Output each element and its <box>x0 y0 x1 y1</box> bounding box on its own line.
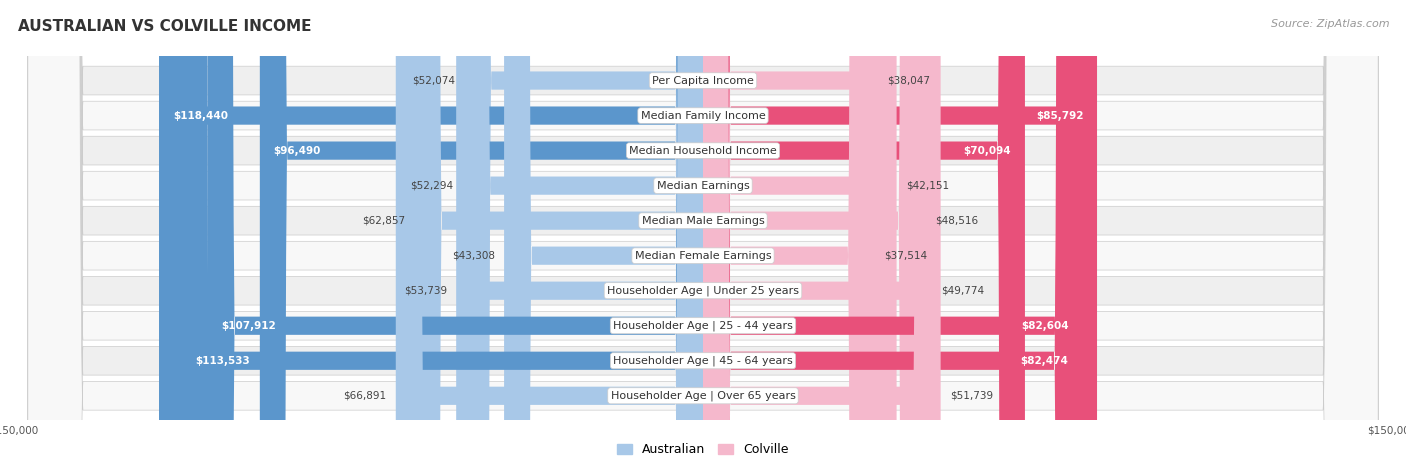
FancyBboxPatch shape <box>28 0 1378 467</box>
Text: Householder Age | Over 65 years: Householder Age | Over 65 years <box>610 390 796 401</box>
Text: $42,151: $42,151 <box>905 181 949 191</box>
FancyBboxPatch shape <box>181 0 703 467</box>
Text: Householder Age | 45 - 64 years: Householder Age | 45 - 64 years <box>613 355 793 366</box>
Text: Median Female Earnings: Median Female Earnings <box>634 251 772 261</box>
Text: $70,094: $70,094 <box>963 146 1011 156</box>
Text: $38,047: $38,047 <box>887 76 929 85</box>
Text: $82,604: $82,604 <box>1021 321 1069 331</box>
FancyBboxPatch shape <box>464 0 703 467</box>
Text: Householder Age | Under 25 years: Householder Age | Under 25 years <box>607 285 799 296</box>
Text: Householder Age | 25 - 44 years: Householder Age | 25 - 44 years <box>613 320 793 331</box>
FancyBboxPatch shape <box>703 0 932 467</box>
Text: Source: ZipAtlas.com: Source: ZipAtlas.com <box>1271 19 1389 28</box>
FancyBboxPatch shape <box>703 0 941 467</box>
Text: Median Household Income: Median Household Income <box>628 146 778 156</box>
Text: Median Earnings: Median Earnings <box>657 181 749 191</box>
FancyBboxPatch shape <box>28 0 1378 467</box>
FancyBboxPatch shape <box>703 0 1083 467</box>
Text: $51,739: $51,739 <box>950 391 993 401</box>
Text: Median Family Income: Median Family Income <box>641 111 765 120</box>
FancyBboxPatch shape <box>703 0 1081 467</box>
FancyBboxPatch shape <box>415 0 703 467</box>
FancyBboxPatch shape <box>703 0 1025 467</box>
FancyBboxPatch shape <box>456 0 703 467</box>
Text: $43,308: $43,308 <box>451 251 495 261</box>
FancyBboxPatch shape <box>207 0 703 467</box>
FancyBboxPatch shape <box>703 0 1097 467</box>
FancyBboxPatch shape <box>463 0 703 467</box>
FancyBboxPatch shape <box>505 0 703 467</box>
Text: $48,516: $48,516 <box>935 216 979 226</box>
Text: $53,739: $53,739 <box>404 286 447 296</box>
Text: $62,857: $62,857 <box>361 216 405 226</box>
FancyBboxPatch shape <box>28 0 1378 467</box>
FancyBboxPatch shape <box>703 0 897 467</box>
FancyBboxPatch shape <box>703 0 877 467</box>
Text: Per Capita Income: Per Capita Income <box>652 76 754 85</box>
FancyBboxPatch shape <box>28 0 1378 467</box>
FancyBboxPatch shape <box>28 0 1378 467</box>
FancyBboxPatch shape <box>703 0 925 467</box>
FancyBboxPatch shape <box>28 0 1378 467</box>
Text: $37,514: $37,514 <box>884 251 928 261</box>
Text: $118,440: $118,440 <box>173 111 228 120</box>
FancyBboxPatch shape <box>28 0 1378 467</box>
FancyBboxPatch shape <box>159 0 703 467</box>
FancyBboxPatch shape <box>28 0 1378 467</box>
Text: $85,792: $85,792 <box>1036 111 1083 120</box>
Text: $82,474: $82,474 <box>1021 356 1069 366</box>
Text: $107,912: $107,912 <box>221 321 276 331</box>
Text: $96,490: $96,490 <box>274 146 321 156</box>
Text: AUSTRALIAN VS COLVILLE INCOME: AUSTRALIAN VS COLVILLE INCOME <box>18 19 312 34</box>
Text: $52,294: $52,294 <box>411 181 454 191</box>
FancyBboxPatch shape <box>703 0 876 467</box>
FancyBboxPatch shape <box>28 0 1378 467</box>
FancyBboxPatch shape <box>28 0 1378 467</box>
Text: $52,074: $52,074 <box>412 76 454 85</box>
Text: $49,774: $49,774 <box>941 286 984 296</box>
Text: Median Male Earnings: Median Male Earnings <box>641 216 765 226</box>
Text: $66,891: $66,891 <box>343 391 387 401</box>
Legend: Australian, Colville: Australian, Colville <box>613 439 793 461</box>
Text: $113,533: $113,533 <box>195 356 250 366</box>
FancyBboxPatch shape <box>395 0 703 467</box>
FancyBboxPatch shape <box>260 0 703 467</box>
